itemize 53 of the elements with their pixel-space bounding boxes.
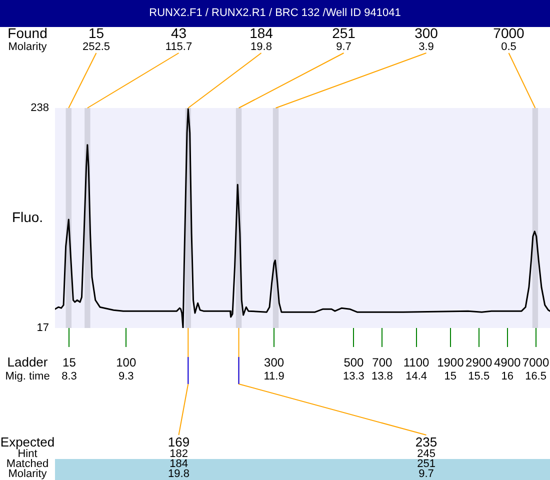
x-tick-label: 8.3 (62, 370, 77, 383)
x-axis-title: Mig. time (5, 370, 50, 383)
y-axis-title: Fluo. (12, 208, 44, 225)
text: 9.7 (418, 468, 434, 480)
text: 251 (417, 458, 436, 470)
x-tick-label: 16.5 (525, 370, 546, 383)
text: 182 (170, 448, 188, 460)
text: 15 (62, 355, 76, 370)
annotation: 169 (168, 434, 190, 450)
text: Ladder (7, 354, 48, 370)
text: 2900 (466, 355, 493, 370)
x-tick-label: 13.3 (342, 370, 364, 383)
text: Molarity (8, 468, 48, 480)
chart-title: RUNX2.F1 / RUNX2.R1 / BRC 132 /Well ID 941041 (149, 7, 401, 20)
text: 7000 (522, 355, 550, 370)
text: Found (8, 24, 48, 41)
band-label: 251 (332, 24, 356, 41)
annotation: 3.9 (418, 41, 434, 54)
annotation: 19.8 (250, 41, 272, 54)
text: Matched (6, 458, 49, 470)
text: Hint (18, 448, 38, 460)
text: 1900 (437, 355, 464, 370)
band-label: 15 (88, 24, 104, 41)
text: 19.8 (168, 468, 190, 480)
text: Expected (0, 434, 55, 450)
x-tick-label: 15.5 (468, 370, 490, 383)
band-label: 300 (414, 24, 438, 41)
x-tick-label: 14.4 (406, 370, 428, 383)
text: 245 (417, 448, 436, 460)
x-tick-label: 9.3 (118, 370, 134, 383)
annotation: 9.7 (336, 41, 352, 54)
text: 184 (170, 458, 188, 470)
annotation: 0.5 (501, 41, 516, 54)
text: 4900 (494, 355, 521, 370)
text: 1100 (403, 355, 430, 370)
x-tick-label: 11.9 (264, 370, 284, 383)
header-bar: RUNX2.F1 / RUNX2.R1 / BRC 132 /Well ID 941041 (0, 0, 550, 27)
y-tick-label: 17 (36, 322, 49, 334)
y-tick-label: 238 (30, 102, 49, 114)
band-label: 7000 (493, 24, 525, 41)
band-label: 43 (170, 24, 187, 41)
annotation: 235 (415, 434, 438, 450)
text: 100 (116, 355, 136, 370)
text: 300 (264, 355, 284, 370)
text: Molarity (8, 41, 48, 54)
x-tick-label: 16 (501, 370, 514, 383)
x-tick-label: 13.8 (371, 370, 393, 383)
x-tick-label: 15 (444, 370, 457, 383)
annotation: 115.7 (165, 41, 192, 54)
text: 700 (372, 355, 392, 370)
annotation: 252.5 (82, 41, 110, 54)
text: 500 (344, 355, 364, 370)
band-label: 184 (250, 24, 274, 41)
